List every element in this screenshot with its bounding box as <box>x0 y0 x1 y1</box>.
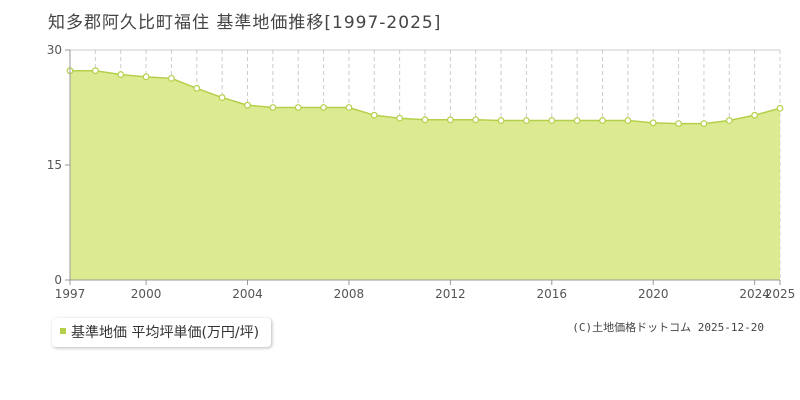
y-tick-label: 30 <box>47 43 62 57</box>
data-point <box>294 104 302 111</box>
axes <box>65 49 781 285</box>
data-point <box>751 111 759 119</box>
data-point <box>548 117 556 124</box>
x-tick-label: 2000 <box>131 287 162 301</box>
data-point <box>523 117 530 124</box>
legend-label: 基準地価 平均坪単価(万円/坪) <box>71 325 260 341</box>
data-point <box>345 104 353 111</box>
data-point <box>168 74 175 82</box>
data-point <box>269 104 277 111</box>
chart-title: 知多郡阿久比町福住 基準地価推移[1997-2025] <box>48 13 442 33</box>
data-point <box>624 117 632 124</box>
data-point <box>320 104 327 111</box>
legend-swatch <box>60 328 66 334</box>
data-point <box>193 84 201 92</box>
data-point <box>497 117 505 124</box>
data-point <box>700 120 708 127</box>
data-point <box>244 101 251 109</box>
data-point <box>649 119 657 127</box>
data-point <box>599 117 606 124</box>
x-tick-label: 1997 <box>55 287 86 301</box>
x-tick-label: 2008 <box>334 287 365 301</box>
data-point <box>117 71 125 78</box>
data-point <box>446 116 454 124</box>
data-point <box>421 116 429 124</box>
x-tick-label: 2020 <box>638 287 669 301</box>
tick-labels: 0 15 30 1997 2000 2004 2008 2012 2016 2020 2024202… <box>47 43 796 301</box>
x-tick-label: 2025 <box>765 287 796 301</box>
data-point <box>142 73 150 81</box>
data-point <box>472 116 480 124</box>
data-point <box>396 114 404 122</box>
y-tick-label: 15 <box>47 158 62 172</box>
x-tick-label: 2016 <box>537 287 568 301</box>
data-point <box>675 120 682 127</box>
data-points <box>66 67 784 127</box>
x-tick-label: 2012 <box>435 287 466 301</box>
data-point <box>218 94 226 101</box>
data-point <box>725 117 733 124</box>
legend: 基準地価 平均坪単価(万円/坪) <box>52 318 272 347</box>
data-point <box>776 104 784 112</box>
data-point <box>91 67 99 75</box>
credit-text: (C)土地価格ドットコム 2025-12-20 <box>572 321 764 334</box>
data-point <box>370 111 378 119</box>
data-point <box>573 117 581 124</box>
y-tick-label: 0 <box>54 273 62 287</box>
x-tick-label: 2004 <box>232 287 263 301</box>
x-tick-label: 2024 <box>739 287 770 301</box>
